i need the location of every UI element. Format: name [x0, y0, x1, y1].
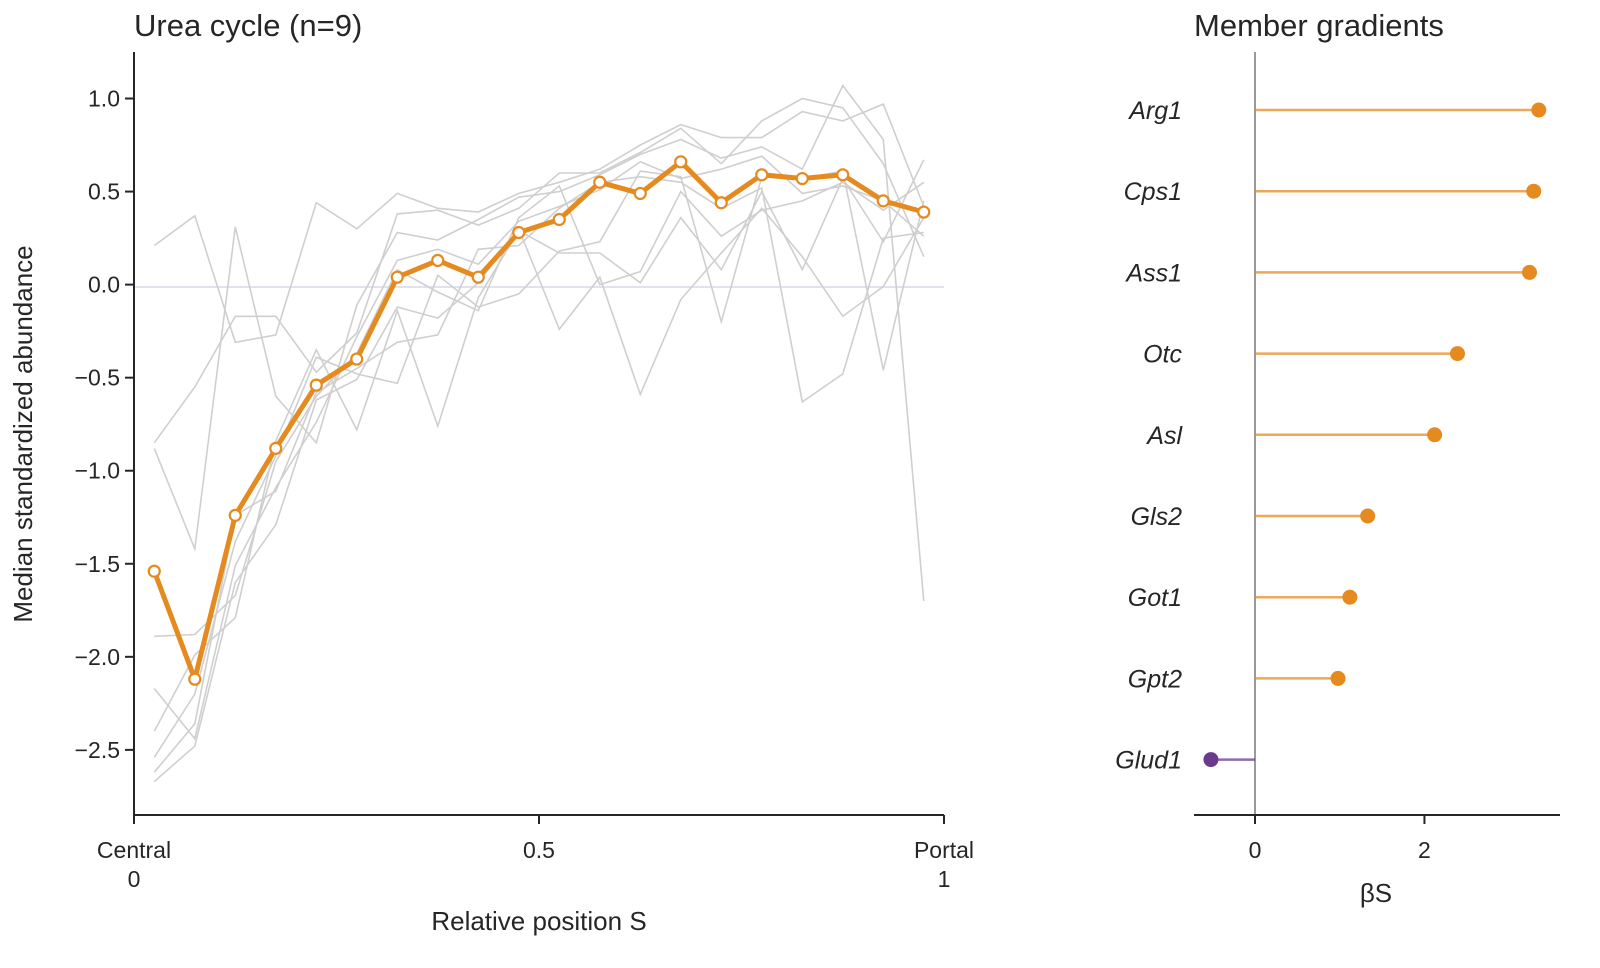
median-point: [876, 194, 890, 208]
gradient-panel: Member gradients Arg1 Cps1 Ass1 Otc Asl Gls2 G…: [1115, 8, 1560, 908]
y-tick-label: −0.5: [75, 365, 120, 391]
dot-ass1: [1522, 264, 1537, 280]
gene-label-otc: Otc: [1143, 341, 1182, 369]
gene-label-gpt2: Gpt2: [1128, 665, 1182, 693]
median-point: [188, 672, 202, 686]
median-point: [309, 378, 323, 392]
x-tick-label: 0: [128, 866, 141, 892]
median-point: [714, 196, 728, 210]
member-line-1: [153, 103, 925, 344]
dot-arg1: [1531, 102, 1547, 118]
gene-label-cps1: Cps1: [1124, 178, 1182, 206]
median-point: [674, 155, 688, 169]
x-tick-label: Portal: [914, 837, 974, 863]
gene-label-glud1: Glud1: [1115, 747, 1182, 775]
median-point: [552, 212, 566, 227]
member-trajectories: [153, 83, 925, 783]
left-y-axis-label: Median standardized abundance: [8, 245, 38, 622]
gene-label-ass1: Ass1: [1124, 259, 1182, 287]
x-tick-label: 0.5: [523, 837, 555, 863]
left-x-ticks: Central 0 0.5 Portal 1: [97, 815, 974, 892]
median-point: [350, 352, 364, 366]
dot-asl: [1427, 427, 1443, 443]
gene-label-got1: Got1: [1128, 584, 1182, 612]
median-point: [269, 441, 283, 455]
dot-glud1: [1203, 752, 1219, 768]
x-tick-label: 1: [938, 866, 951, 892]
right-x-axis-label: βS: [1360, 878, 1392, 908]
dot-gls2: [1360, 508, 1376, 524]
y-tick-label: −1.0: [75, 458, 120, 484]
y-tick-label: 1.0: [88, 86, 120, 112]
gene-labels: Arg1 Cps1 Ass1 Otc Asl Gls2 Got1 Gpt2 Glud1: [1115, 97, 1183, 775]
left-x-axis-label: Relative position S: [431, 906, 646, 936]
median-point: [390, 270, 404, 284]
dot-cps1: [1526, 183, 1542, 199]
left-y-ticks: 1.0 0.5 0.0 −0.5 −1.0 −1.5 −2.0 −2.5: [75, 86, 134, 763]
median-point: [917, 205, 931, 219]
dot-otc: [1449, 346, 1465, 362]
median-line: [151, 159, 925, 682]
median-trajectory: [147, 155, 931, 686]
right-x-tick-label: 0: [1249, 837, 1262, 863]
dot-got1: [1342, 589, 1358, 605]
trajectory-panel: Urea cycle (n=9) 1.0 0.5 0.0 −0.5 −1.0 −1.5 −2…: [8, 8, 974, 936]
x-tick-label: Central: [97, 837, 171, 863]
median-point: [836, 168, 850, 182]
median-point: [431, 253, 445, 268]
lollipop-stems-and-dots: [1203, 102, 1547, 768]
y-tick-label: −2.0: [75, 644, 120, 670]
gene-label-gls2: Gls2: [1131, 503, 1183, 531]
right-chart-title: Member gradients: [1194, 8, 1444, 43]
gene-label-arg1: Arg1: [1127, 97, 1182, 125]
y-tick-label: 0.5: [88, 179, 120, 205]
median-point: [593, 175, 607, 189]
median-point: [795, 171, 809, 186]
member-line-3: [153, 83, 925, 602]
median-point: [228, 508, 242, 522]
median-point: [147, 564, 161, 578]
right-x-tick-label: 2: [1418, 837, 1431, 863]
member-line-2: [153, 97, 925, 444]
median-point: [633, 186, 647, 201]
y-tick-label: −1.5: [75, 551, 120, 577]
median-point: [471, 270, 485, 284]
median-point: [512, 225, 526, 240]
left-chart-title: Urea cycle (n=9): [134, 8, 362, 43]
member-line-5: [153, 159, 925, 732]
member-line-9: [154, 181, 925, 638]
gene-label-asl: Asl: [1145, 422, 1183, 450]
y-tick-label: −2.5: [75, 737, 120, 763]
member-line-8: [153, 207, 925, 783]
median-point: [755, 168, 769, 182]
dot-gpt2: [1330, 670, 1346, 686]
y-tick-label: 0.0: [88, 272, 120, 298]
